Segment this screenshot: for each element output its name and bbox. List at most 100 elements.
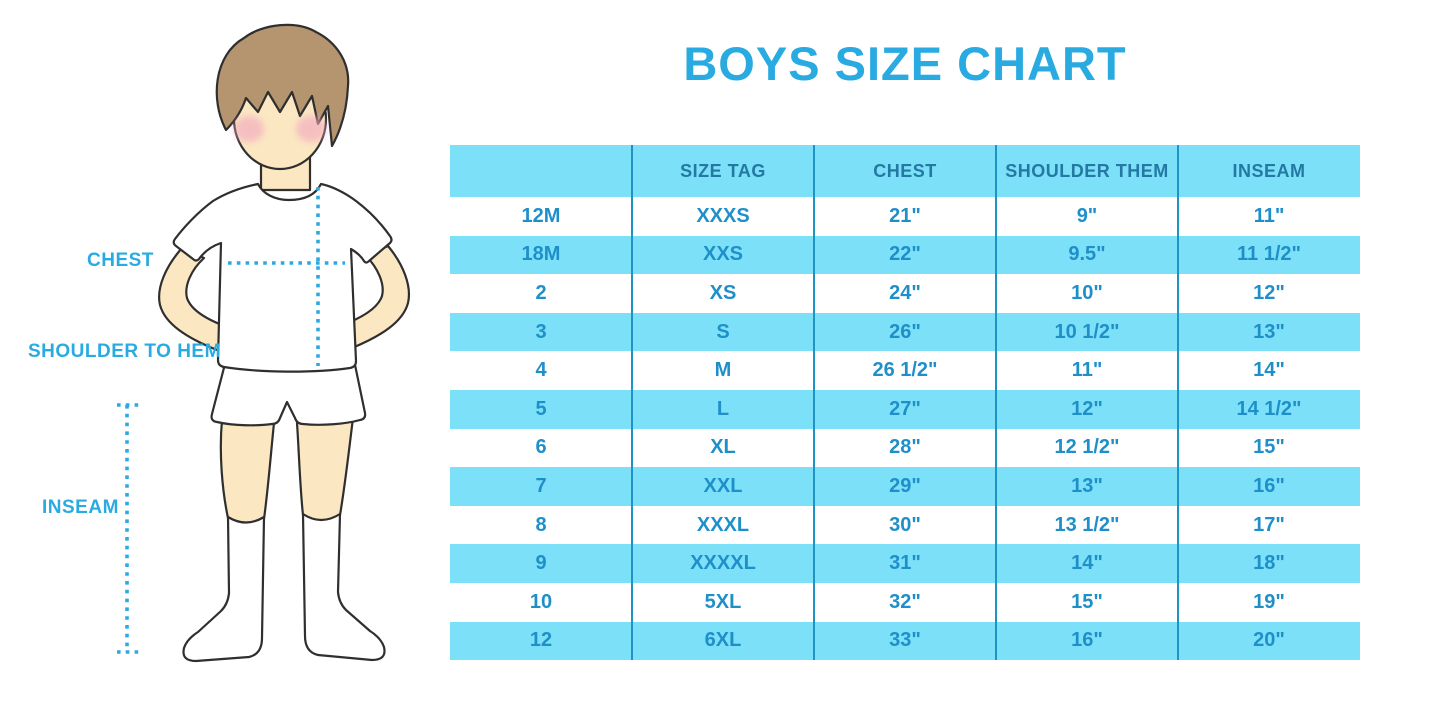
table-row: 2 XS 24" 10" 12" [450, 274, 1360, 313]
table-cell: 11" [1071, 359, 1103, 382]
table-cell: 21" [889, 204, 921, 227]
table-cell: 18M [521, 243, 561, 266]
table-row: 12M XXXS 21" 9" 11" [450, 197, 1360, 236]
table-row: 8 XXXL 30" 13 1/2" 17" [450, 505, 1360, 545]
table-header-row: SIZE TAG CHEST SHOULDER THEM INSEAM [450, 145, 1360, 197]
table-cell: 29" [889, 474, 921, 497]
table-cell: XXXS [696, 204, 750, 227]
table-cell: 33" [889, 629, 921, 652]
table-cell: 7 [535, 474, 547, 497]
table-cell: 27" [889, 397, 921, 420]
table-cell: 14 1/2" [1236, 397, 1302, 420]
table-row: 4 M 26 1/2" 11" 14" [450, 351, 1360, 390]
table-cell: M [714, 359, 732, 382]
table-cell: 26" [889, 320, 921, 343]
table-cell: 12" [1071, 397, 1103, 420]
column-header: SHOULDER THEM [1005, 160, 1169, 181]
column-divider [1176, 145, 1180, 661]
table-row: 7 XXL 29" 13" 16" [450, 467, 1360, 506]
table-cell: 14" [1071, 552, 1103, 575]
table-cell: L [716, 397, 730, 420]
table-cell: 31" [889, 552, 921, 575]
table-cell: 16" [1071, 629, 1103, 652]
table-row: 6 XL 28" 12 1/2" 15" [450, 428, 1360, 468]
table-cell: 13" [1253, 320, 1285, 343]
table-cell: 18" [1253, 552, 1285, 575]
page-title: BOYS SIZE CHART [683, 37, 1127, 90]
table-cell: 4 [535, 359, 547, 382]
column-header: CHEST [873, 160, 937, 181]
table-cell: 2 [535, 281, 547, 304]
column-divider [994, 145, 998, 661]
table-cell: 28" [889, 436, 921, 459]
table-cell: 10 [529, 590, 553, 613]
table-cell: 10 1/2" [1054, 320, 1120, 343]
tshirt-shape [172, 182, 393, 373]
table-cell: XXS [702, 243, 744, 266]
table-cell: 9 [535, 552, 547, 575]
chest-label: CHEST [87, 250, 154, 271]
table-cell: 19" [1253, 590, 1285, 613]
table-cell: XXL [703, 474, 743, 497]
right-sock-shape [301, 512, 386, 662]
table-cell: 12 1/2" [1054, 436, 1120, 459]
inseam-label: INSEAM [42, 497, 119, 518]
left-leg-shape [219, 418, 276, 527]
table-cell: 9" [1076, 204, 1098, 227]
table-cell: 16" [1253, 474, 1285, 497]
table-cell: 9.5" [1068, 243, 1106, 266]
table-cell: 12M [521, 204, 561, 227]
table-cell: 5 [535, 397, 547, 420]
table-row: 18M XXS 22" 9.5" 11 1/2" [450, 235, 1360, 275]
hair-shape [215, 23, 350, 148]
table-cell: 11" [1253, 204, 1285, 227]
table-cell: 15" [1253, 436, 1285, 459]
table-cell: 12 [529, 629, 553, 652]
table-cell: 10" [1071, 281, 1103, 304]
column-header [450, 145, 632, 197]
table-row: 10 5XL 32" 15" 19" [450, 582, 1360, 622]
table-cell: XL [710, 436, 736, 459]
left-sock-shape [182, 515, 266, 663]
table-cell: XS [709, 281, 737, 304]
column-divider [812, 145, 816, 661]
table-cell: 5XL [704, 590, 742, 613]
table-row: 9 XXXXL 31" 14" 18" [450, 544, 1360, 583]
table-row: 12 6XL 33" 16" 20" [450, 621, 1360, 661]
size-chart-table: SIZE TAG CHEST SHOULDER THEM INSEAM 12M XXXS… [450, 145, 1360, 661]
right-leg-shape [295, 416, 355, 524]
left-blush-shape [234, 116, 264, 142]
table-cell: 3 [535, 320, 547, 343]
table-cell: 8 [535, 513, 547, 536]
table-cell: 22" [889, 243, 921, 266]
table-cell: 11 1/2" [1237, 243, 1301, 266]
table-row: 5 L 27" 12" 14 1/2" [450, 389, 1360, 429]
shoulder-to-hem-label: SHOULDER TO HEM [28, 341, 221, 362]
table-cell: 15" [1071, 590, 1103, 613]
table-cell: 32" [889, 590, 921, 613]
table-row: 3 S 26" 10 1/2" 13" [450, 312, 1360, 352]
table-body: 12M XXXS 21" 9" 11" 18M XXS 22" 9.5" 11 1/2" 2 XS 24… [450, 197, 1360, 661]
table-cell: 26 1/2" [872, 359, 938, 382]
column-header: INSEAM [1232, 160, 1306, 181]
column-header: SIZE TAG [680, 160, 766, 181]
table-cell: S [716, 320, 730, 343]
shorts-shape [210, 358, 367, 427]
table-cell: 13" [1071, 474, 1103, 497]
table-cell: 13 1/2" [1054, 513, 1120, 536]
table-cell: 24" [889, 281, 921, 304]
table-cell: 30" [889, 513, 921, 536]
table-cell: 6XL [704, 629, 742, 652]
measurement-figure: CHEST SHOULDER TO HEM INSEAM [0, 0, 450, 723]
table-cell: XXXL [696, 513, 750, 536]
right-blush-shape [296, 116, 326, 142]
table-cell: 6 [535, 436, 547, 459]
table-cell: 17" [1253, 513, 1285, 536]
column-divider [630, 145, 634, 661]
table-cell: 12" [1253, 281, 1285, 304]
table-cell: 20" [1253, 629, 1285, 652]
table-cell: XXXXL [690, 552, 756, 575]
table-cell: 14" [1253, 359, 1285, 382]
boy-figure-illustration [117, 23, 410, 663]
